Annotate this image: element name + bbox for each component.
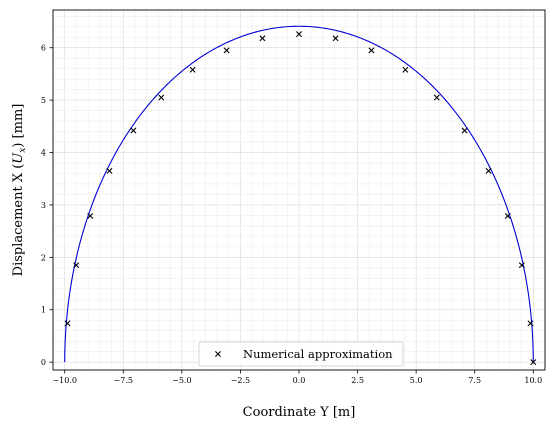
- analytical-curve: [64, 25, 534, 363]
- y-axis-title: Displacement X (Ux) [mm]: [11, 104, 28, 277]
- legend: Numerical approximation: [198, 341, 404, 367]
- analytical-curve-line: [64, 25, 534, 363]
- data-point-0: [64, 320, 71, 327]
- y-tick-label-4: 4: [41, 149, 46, 158]
- y-tick-label-2: 2: [41, 253, 46, 262]
- grid: [52, 10, 546, 370]
- x-axis-title: Coordinate Y [m]: [243, 405, 356, 420]
- data-point-17: [518, 262, 525, 269]
- data-point-14: [461, 127, 468, 134]
- legend-label: Numerical approximation: [243, 347, 393, 361]
- data-point-2: [87, 212, 94, 219]
- y-axis-title-suffix: ) [mm]: [11, 104, 26, 148]
- data-point-10: [332, 35, 339, 42]
- y-tick-label-1: 1: [41, 306, 46, 315]
- x-tick-label-2: −5.0: [172, 376, 191, 385]
- data-point-8: [259, 35, 266, 42]
- y-axis-title-symbol: U: [11, 152, 26, 164]
- data-point-11: [368, 47, 375, 54]
- data-point-5: [158, 94, 165, 101]
- x-tick-label-5: 2.5: [351, 376, 364, 385]
- data-point-12: [402, 66, 409, 73]
- data-point-7: [223, 47, 230, 54]
- legend-box: [198, 341, 404, 367]
- x-tick-label-1: −7.5: [114, 376, 133, 385]
- legend-marker-x-icon: [215, 351, 221, 357]
- y-axis: 0 1 2 3 4 5 6: [41, 44, 53, 367]
- data-point-18: [527, 320, 534, 327]
- y-tick-label-3: 3: [41, 201, 46, 210]
- x-axis: −10.0 −7.5 −5.0 −2.5 0.0 2.5 5.0 7.5 10.0: [52, 370, 542, 385]
- scatter-markers: [64, 31, 537, 366]
- y-axis-title-prefix: Displacement X (: [11, 164, 26, 277]
- x-tick-label-3: −2.5: [231, 376, 250, 385]
- data-point-15: [485, 167, 492, 174]
- data-point-16: [504, 212, 511, 219]
- x-tick-label-4: 0.0: [293, 376, 306, 385]
- data-point-4: [130, 127, 137, 134]
- x-tick-label-6: 5.0: [410, 376, 423, 385]
- x-tick-label-8: 10.0: [524, 376, 542, 385]
- data-point-6: [189, 66, 196, 73]
- y-tick-label-5: 5: [41, 96, 46, 105]
- y-axis-title-subscript: x: [18, 148, 28, 153]
- x-tick-label-0: −10.0: [52, 376, 77, 385]
- y-tick-label-0: 0: [41, 358, 46, 367]
- data-point-19: [530, 359, 537, 366]
- data-point-1: [73, 262, 80, 269]
- data-point-3: [106, 167, 113, 174]
- data-point-9: [296, 31, 302, 38]
- data-point-13: [433, 94, 440, 101]
- x-tick-label-7: 7.5: [468, 376, 481, 385]
- y-tick-label-6: 6: [41, 44, 46, 53]
